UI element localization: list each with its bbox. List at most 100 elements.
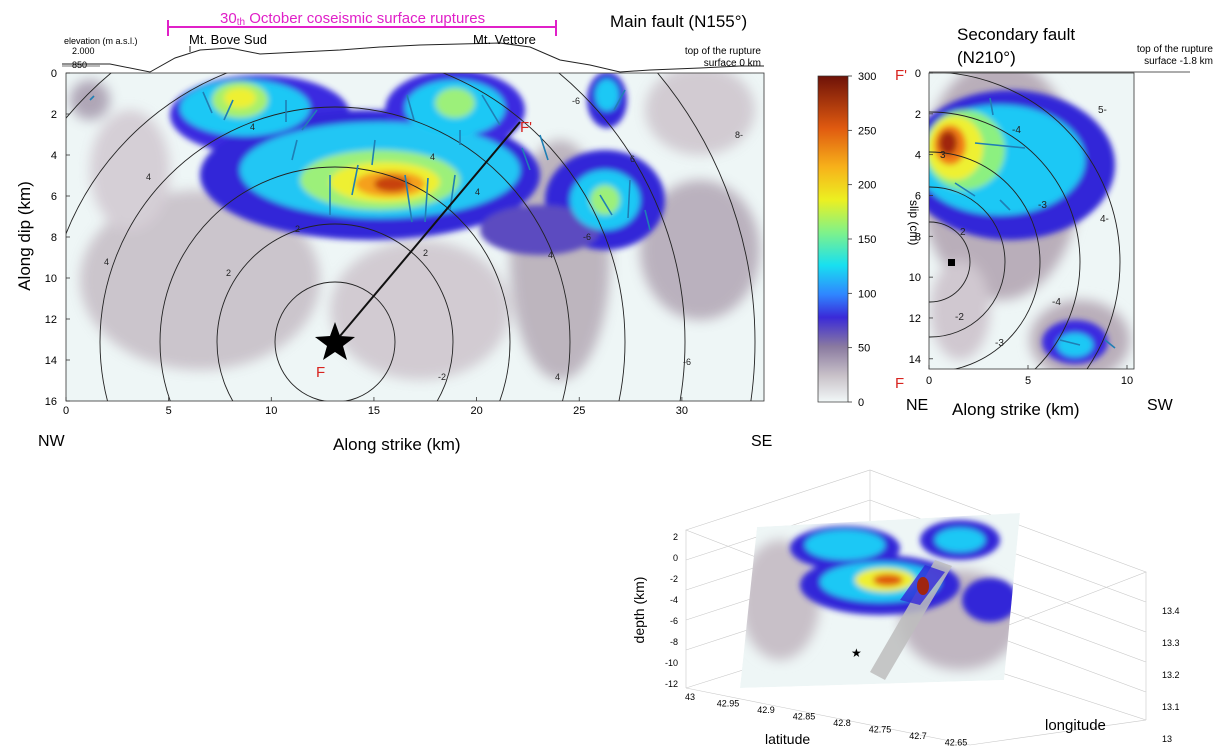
view3d-lat-tick-label: 43 <box>685 692 695 702</box>
view3d-z-tick-label: -4 <box>670 595 678 605</box>
colorbar-tick-label: 250 <box>858 125 876 137</box>
svg-text:2: 2 <box>960 227 966 238</box>
view3d-lon-ticks: 13 13.1 13.2 13.3 13.4 <box>1162 606 1180 744</box>
cross-section-line <box>334 121 521 343</box>
view3d-lat-tick-label: 42.7 <box>909 731 927 741</box>
secondary-y-ticks: 0 2 4 6 8 10 12 14 <box>909 68 933 366</box>
secondary-contour-labels: 3 2 -4 -3 4- 5- -2 -3 -4 <box>940 105 1109 349</box>
secondary-y-tick-label: 4 <box>915 150 921 162</box>
peak-label-bove: Mt. Bove Sud <box>189 32 267 47</box>
colorbar-tick-label: 50 <box>858 343 870 355</box>
view3d-ylabel: longitude <box>1045 717 1106 734</box>
colorbar-tick-label: 0 <box>858 397 864 409</box>
secondary-dir-sw: SW <box>1147 397 1174 414</box>
rupture-bracket <box>167 20 557 36</box>
main-dir-nw: NW <box>38 433 66 450</box>
colorbar <box>817 75 849 403</box>
svg-text:2: 2 <box>423 248 428 258</box>
svg-text:-3: -3 <box>1038 200 1047 211</box>
elevation-label: elevation (m a.s.l.) <box>64 36 138 46</box>
elevation-tick-2000: 2.000 <box>72 46 95 56</box>
svg-text:-6: -6 <box>583 232 591 242</box>
main-top-note-1: top of the rupture <box>685 46 762 57</box>
main-contour-labels: 2 2 2 -2 4 4 4 4 4 4 4 -6 -6 -6 6 8- <box>104 96 743 382</box>
svg-text:3: 3 <box>940 150 946 161</box>
view3d-z-tick-label: -2 <box>670 574 678 584</box>
secondary-y-tick-label: 8 <box>915 231 921 243</box>
view3d-lat-tick-label: 42.75 <box>869 725 892 735</box>
main-xlabel: Along strike (km) <box>333 435 461 454</box>
svg-text:4-: 4- <box>1100 214 1109 225</box>
view3d-z-tick-label: -10 <box>665 658 678 668</box>
view3d-lon-tick-label: 13.3 <box>1162 638 1180 648</box>
secondary-xlabel: Along strike (km) <box>952 400 1080 419</box>
main-x-tick-label: 15 <box>368 405 380 417</box>
secondary-title-2: (N210°) <box>957 48 1016 67</box>
peak-label-vettore: Mt. Vettore <box>473 32 536 47</box>
main-y-tick-label: 12 <box>45 314 57 326</box>
view3d-z-tick-label: -6 <box>670 616 678 626</box>
view3d-lat-tick-label: 42.85 <box>793 712 816 722</box>
secondary-marker-square <box>948 259 955 266</box>
svg-text:-4: -4 <box>1052 297 1061 308</box>
view3d-lon-tick-label: 13.2 <box>1162 670 1180 680</box>
main-ylabel: Along dip (km) <box>15 181 34 291</box>
view3d-lat-tick-label: 42.95 <box>717 699 740 709</box>
main-fault-title: Main fault (N155°) <box>610 12 747 31</box>
main-y-tick-label: 6 <box>51 191 57 203</box>
svg-text:-2: -2 <box>438 372 446 382</box>
main-rupture-contours <box>66 73 756 401</box>
secondary-fault-frame <box>928 72 1135 370</box>
secondary-y-tick-label: 10 <box>909 272 921 284</box>
secondary-y-tick-label: 12 <box>909 313 921 325</box>
svg-text:2: 2 <box>295 224 300 234</box>
secondary-rupture-contours <box>929 73 1121 369</box>
secondary-title-1: Secondary fault <box>957 25 1075 44</box>
svg-text:5-: 5- <box>1098 105 1107 116</box>
svg-text:4: 4 <box>475 187 480 197</box>
main-x-tick-label: 10 <box>265 405 277 417</box>
view3d-lat-tick-label: 42.9 <box>757 705 775 715</box>
svg-text:6: 6 <box>630 154 635 164</box>
colorbar-ticks: 300 250 200 150 100 50 0 <box>848 71 876 409</box>
view3d-z-tick-label: -12 <box>665 679 678 689</box>
view3d-lat-ticks: 43 42.95 42.9 42.85 42.8 42.75 42.7 42.65 <box>685 692 967 748</box>
svg-text:4: 4 <box>146 172 151 182</box>
topography-profile <box>62 42 764 73</box>
colorbar-label: slip (cm) <box>907 200 921 245</box>
colorbar-tick-label: 300 <box>858 71 876 83</box>
main-dir-se: SE <box>751 433 772 450</box>
section-end-label: F' <box>520 119 532 136</box>
secondary-y-tick-label: 14 <box>909 354 921 366</box>
view3d-hypocenter-star: ★ <box>851 646 862 660</box>
view3d-secondary-plane <box>870 560 952 680</box>
secondary-top-label: F' <box>895 67 907 84</box>
main-slip-vectors <box>89 89 651 231</box>
main-x-tick-label: 30 <box>676 405 688 417</box>
main-x-tick-label: 0 <box>63 405 69 417</box>
svg-text:4: 4 <box>104 257 109 267</box>
secondary-y-tick-label: 2 <box>915 109 921 121</box>
main-x-tick-label: 25 <box>573 405 585 417</box>
svg-text:2: 2 <box>226 268 231 278</box>
hypocenter-star <box>315 322 355 360</box>
secondary-x-tick-label: 0 <box>926 375 932 387</box>
main-y-tick-label: 14 <box>45 355 57 367</box>
main-y-ticks: 0 2 4 6 8 10 12 14 16 <box>45 68 70 408</box>
view3d-z-tick-label: -8 <box>670 637 678 647</box>
view3d-z-tick-label: 2 <box>673 532 678 542</box>
view3d-z-ticks: 2 0 -2 -4 -6 -8 -10 -12 <box>665 532 678 689</box>
svg-text:-4: -4 <box>1012 125 1021 136</box>
view3d-lat-tick-label: 42.65 <box>945 738 968 748</box>
svg-text:4: 4 <box>250 122 255 132</box>
colorbar-tick-label: 150 <box>858 234 876 246</box>
svg-text:8-: 8- <box>735 130 743 140</box>
main-x-ticks: 0 5 10 15 20 25 30 <box>63 397 688 417</box>
svg-text:4: 4 <box>555 372 560 382</box>
secondary-top-note-1: top of the rupture <box>1137 44 1214 55</box>
svg-text:-6: -6 <box>683 357 691 367</box>
view3d-xlabel: latitude <box>765 731 810 747</box>
main-y-tick-label: 4 <box>51 150 57 162</box>
secondary-x-ticks: 0 5 10 <box>926 365 1133 387</box>
